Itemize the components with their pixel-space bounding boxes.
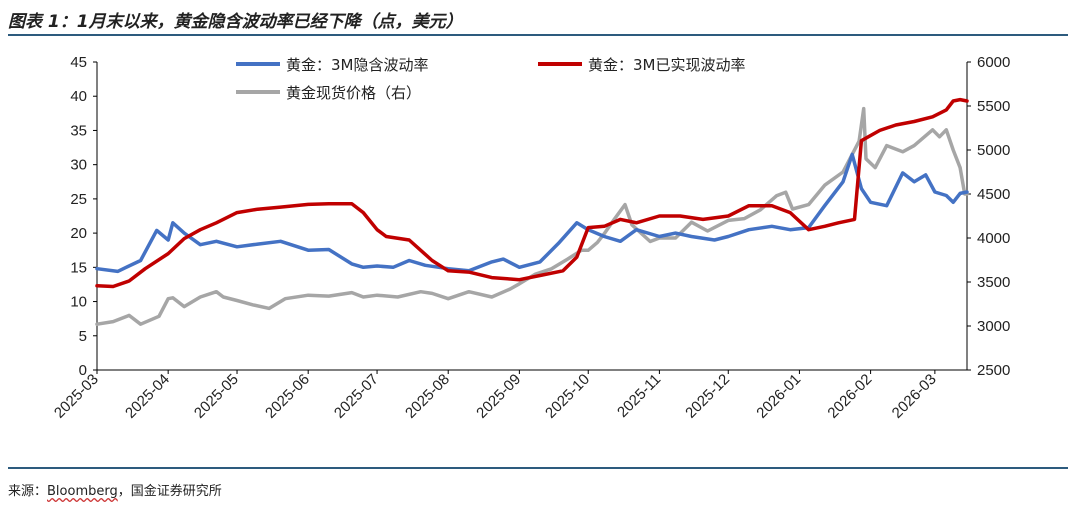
x-tick-label: 2025-08 bbox=[402, 371, 453, 422]
left-tick-label: 25 bbox=[70, 191, 87, 208]
x-tick-label: 2025-07 bbox=[331, 371, 382, 422]
x-tick-label: 2026-02 bbox=[824, 371, 875, 422]
x-tick-label: 2025-11 bbox=[614, 371, 664, 421]
top-rule bbox=[8, 34, 1068, 36]
right-tick-label: 4500 bbox=[977, 186, 1010, 203]
right-tick-label: 6000 bbox=[977, 54, 1010, 71]
right-tick-label: 5500 bbox=[977, 98, 1010, 115]
source-note: 来源：Bloomberg，国金证券研究所 bbox=[8, 480, 222, 499]
x-tick-label: 2025-10 bbox=[542, 371, 593, 422]
left-tick-label: 15 bbox=[70, 259, 87, 276]
x-tick-label: 2025-05 bbox=[191, 371, 242, 422]
series-line-3 bbox=[95, 106, 969, 326]
x-tick-label: 2025-03 bbox=[51, 371, 102, 422]
bottom-rule bbox=[8, 467, 1068, 469]
source-rest: ，国金证券研究所 bbox=[117, 484, 222, 499]
right-tick-label: 2500 bbox=[977, 362, 1010, 379]
right-tick-label: 3000 bbox=[977, 318, 1010, 335]
left-tick-label: 10 bbox=[70, 294, 87, 311]
x-tick-label: 2026-01 bbox=[753, 371, 804, 422]
source-label: 来源： bbox=[8, 484, 48, 499]
x-tick-label: 2026-03 bbox=[889, 371, 940, 422]
right-tick-label: 4000 bbox=[977, 230, 1010, 247]
source-name: Bloomberg bbox=[47, 484, 118, 499]
x-tick-label: 2025-09 bbox=[473, 371, 524, 422]
series-line-1 bbox=[95, 152, 969, 274]
series-line-2 bbox=[95, 97, 969, 289]
left-tick-label: 35 bbox=[70, 122, 87, 139]
x-tick-label: 2025-12 bbox=[682, 371, 733, 422]
series-layer bbox=[95, 97, 969, 326]
x-tick-label: 2025-04 bbox=[122, 371, 173, 422]
left-tick-label: 30 bbox=[70, 157, 87, 174]
left-tick-label: 5 bbox=[79, 328, 87, 345]
legend-label-2: 黄金：3M已实现波动率 bbox=[588, 56, 746, 74]
right-tick-label: 5000 bbox=[977, 142, 1010, 159]
line-chart: 0 5 10 15 20 25 30 35 40 45 2500 3000 3500 4000 4500 50… bbox=[51, 54, 1011, 422]
left-tick-label: 40 bbox=[70, 88, 87, 105]
figure-title: 图表 1：1月末以来，黄金隐含波动率已经下降（点，美元） bbox=[8, 12, 463, 32]
left-tick-label: 45 bbox=[70, 54, 87, 71]
legend-label-1: 黄金：3M隐含波动率 bbox=[286, 56, 429, 74]
left-tick-label: 20 bbox=[70, 225, 87, 242]
axes: 0 5 10 15 20 25 30 35 40 45 2500 3000 3500 4000 4500 50… bbox=[51, 54, 1011, 422]
legend-label-3: 黄金现货价格（右） bbox=[286, 84, 421, 102]
right-tick-label: 3500 bbox=[977, 274, 1010, 291]
x-tick-label: 2025-06 bbox=[262, 371, 313, 422]
left-tick-label: 0 bbox=[79, 362, 87, 379]
